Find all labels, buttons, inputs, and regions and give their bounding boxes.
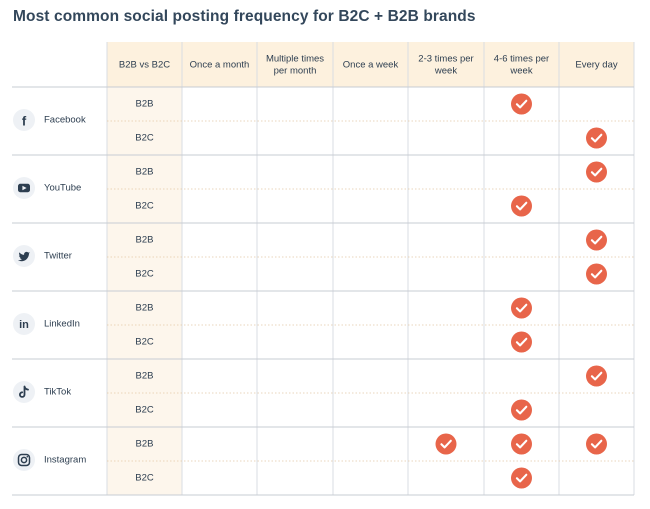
check-mark bbox=[511, 467, 532, 489]
segment-label: B2B bbox=[136, 235, 154, 246]
youtube-play bbox=[22, 185, 27, 191]
segment-label: B2B bbox=[136, 439, 154, 450]
platform-name: Facebook bbox=[44, 115, 86, 126]
linkedin-glyph: in bbox=[19, 319, 29, 331]
segment-label: B2C bbox=[135, 405, 154, 416]
platform-name: Instagram bbox=[44, 455, 86, 466]
platform-name: Twitter bbox=[44, 251, 72, 262]
column-header: Once a month bbox=[190, 60, 250, 71]
check-mark bbox=[435, 433, 457, 455]
column-header-line: week bbox=[509, 66, 532, 77]
check-circle bbox=[586, 263, 607, 285]
column-header-line: 2-3 times per bbox=[418, 54, 473, 65]
check-circle bbox=[511, 467, 532, 489]
column-header: Once a week bbox=[343, 60, 399, 71]
column-header: Every day bbox=[575, 60, 617, 71]
check-tick bbox=[515, 201, 528, 211]
check-circle bbox=[511, 195, 532, 217]
segment-label: B2C bbox=[135, 269, 154, 280]
check-circle bbox=[586, 161, 607, 183]
segment-label: B2B bbox=[136, 99, 154, 110]
platform-name: LinkedIn bbox=[44, 319, 80, 330]
linkedin-icon: in bbox=[13, 313, 35, 335]
check-mark bbox=[586, 161, 607, 183]
check-mark bbox=[511, 399, 532, 421]
check-circle bbox=[511, 93, 532, 115]
facebook-glyph: f bbox=[22, 114, 27, 129]
icon-badge bbox=[13, 313, 35, 335]
check-tick bbox=[590, 133, 603, 143]
platform-name: YouTube bbox=[44, 183, 81, 194]
segment-label: B2C bbox=[135, 201, 154, 212]
check-mark bbox=[586, 263, 607, 285]
icon-badge bbox=[13, 449, 35, 471]
check-circle bbox=[586, 229, 607, 251]
twitter-icon bbox=[13, 245, 35, 267]
check-mark bbox=[586, 365, 607, 387]
segment-label: B2B bbox=[136, 167, 154, 178]
check-circle bbox=[586, 433, 607, 455]
instagram-frame bbox=[17, 453, 31, 467]
check-tick bbox=[515, 99, 528, 109]
check-mark bbox=[511, 297, 532, 319]
segment-label: B2B bbox=[136, 371, 154, 382]
check-tick bbox=[590, 439, 603, 449]
check-circle bbox=[511, 399, 532, 421]
check-mark bbox=[586, 127, 607, 149]
check-mark bbox=[511, 195, 532, 217]
instagram-icon bbox=[13, 449, 35, 471]
platform-name: TikTok bbox=[44, 387, 71, 398]
check-tick bbox=[590, 371, 603, 381]
check-tick bbox=[590, 235, 603, 245]
check-mark bbox=[511, 93, 532, 115]
icon-badge bbox=[13, 109, 35, 131]
check-circle bbox=[435, 433, 457, 455]
column-header-line: week bbox=[434, 66, 457, 77]
segment-label: B2B bbox=[136, 303, 154, 314]
check-tick bbox=[515, 303, 528, 313]
check-mark bbox=[586, 229, 607, 251]
youtube-icon bbox=[13, 177, 35, 199]
check-tick bbox=[515, 337, 528, 347]
column-header-line: 4-6 times per bbox=[494, 54, 549, 65]
segment-label: B2C bbox=[135, 473, 154, 484]
check-tick bbox=[515, 439, 528, 449]
check-tick bbox=[440, 439, 452, 449]
check-mark bbox=[511, 331, 532, 353]
facebook-icon: f bbox=[13, 109, 35, 131]
check-tick bbox=[590, 167, 603, 177]
instagram-dot bbox=[26, 455, 29, 458]
check-circle bbox=[511, 433, 532, 455]
check-tick bbox=[590, 269, 603, 279]
header-background bbox=[107, 42, 634, 87]
column-header-line: per month bbox=[274, 66, 317, 77]
check-circle bbox=[586, 365, 607, 387]
check-circle bbox=[511, 331, 532, 353]
twitter-bird bbox=[18, 251, 31, 262]
instagram-lens bbox=[20, 456, 28, 464]
check-tick bbox=[515, 473, 528, 483]
check-mark bbox=[586, 433, 607, 455]
column-header-line: Multiple times bbox=[266, 54, 324, 65]
check-mark bbox=[511, 433, 532, 455]
segment-label: B2C bbox=[135, 133, 154, 144]
segment-label: B2C bbox=[135, 337, 154, 348]
chart-title: Most common social posting frequency for… bbox=[13, 8, 476, 25]
check-tick bbox=[515, 405, 528, 415]
tiktok-icon bbox=[13, 381, 35, 403]
column-header-segment: B2B vs B2C bbox=[119, 60, 170, 71]
check-circle bbox=[511, 297, 532, 319]
tiktok-note bbox=[19, 385, 29, 398]
check-circle bbox=[586, 127, 607, 149]
